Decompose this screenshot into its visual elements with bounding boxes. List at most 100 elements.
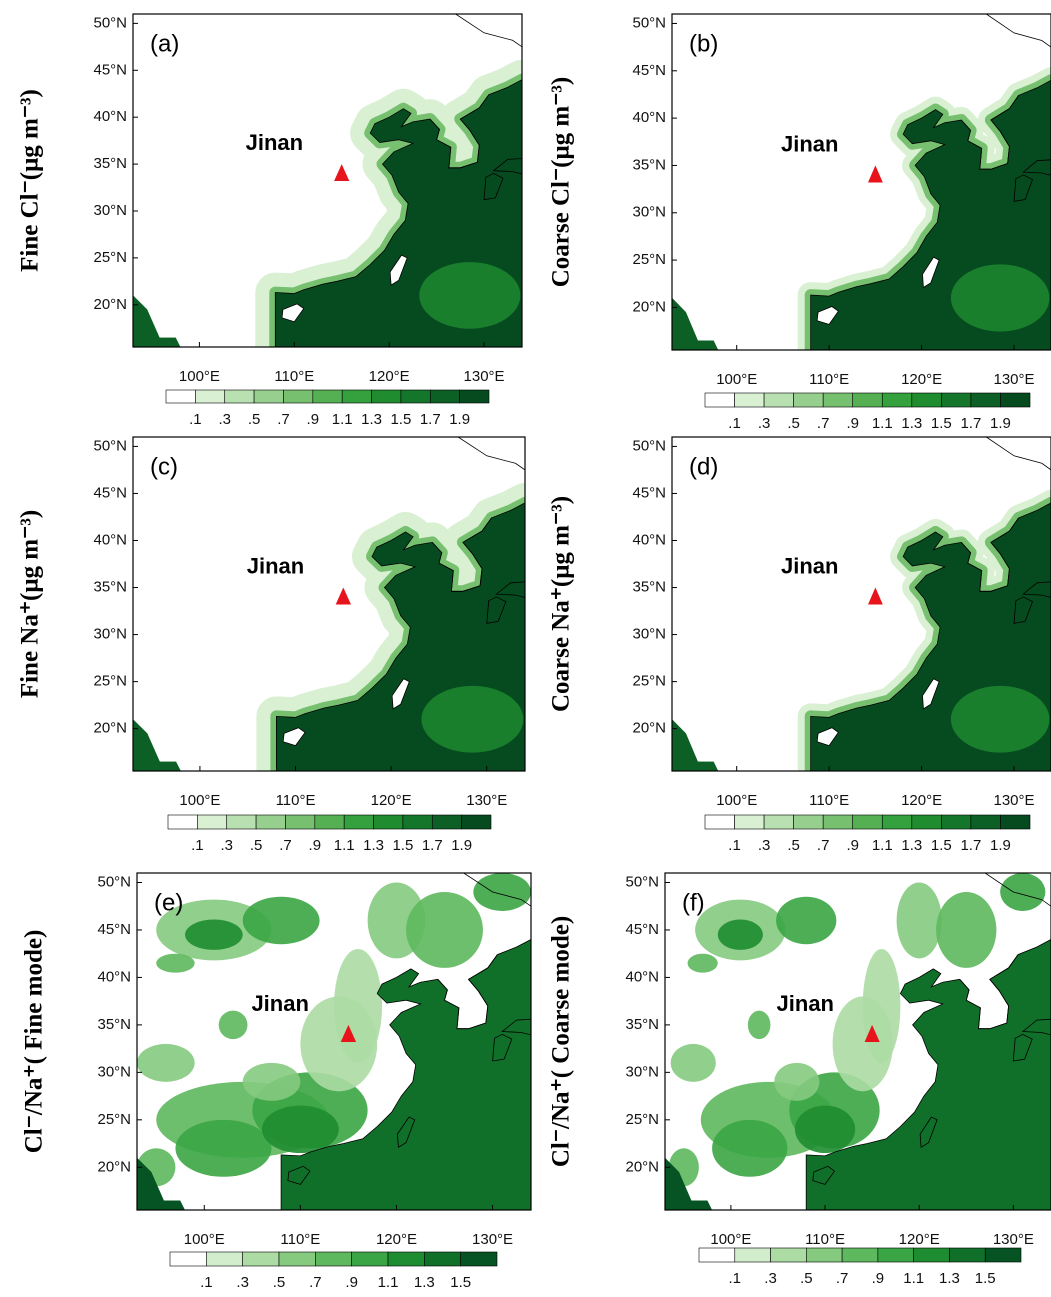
y-tick-label: 30°N [93, 202, 127, 219]
colorbar-bin [734, 1247, 771, 1263]
y-axis-title: Fine Na⁺(μg m⁻³) [17, 510, 44, 698]
land-strip [133, 295, 181, 347]
x-tick-label: 110°E [274, 368, 314, 385]
colorbar-label: 1.7 [422, 837, 443, 854]
colorbar-label: 1.5 [450, 1274, 471, 1291]
colorbar-label: 1.3 [901, 415, 922, 432]
colorbar-label: .3 [236, 1274, 249, 1291]
colorbar-bin [913, 1247, 950, 1263]
island [922, 256, 940, 289]
x-tick-label: 130°E [994, 792, 1035, 809]
colorbar-label: .7 [277, 411, 290, 428]
map-frame [671, 436, 1051, 772]
colorbar-label: 1.1 [332, 411, 353, 428]
colorbar-bin [698, 1247, 736, 1263]
site-marker [868, 587, 883, 605]
panel-label: (d) [689, 453, 718, 480]
colorbar-label: 1.7 [960, 415, 981, 432]
colorbar-bin [941, 392, 972, 408]
island [486, 596, 507, 624]
map-panel: (f) Jinan 20°N 25°N 30°N 35°N 40°N 45°N 50°N 100°… [548, 872, 1051, 1287]
colorbar-bin [459, 389, 490, 404]
colorbar-bin [881, 392, 913, 408]
map-panel: (e) Jinan 20°N 25°N 30°N 35°N 40°N 45°N 50°N 100°… [21, 872, 532, 1291]
colorbar-bin [970, 392, 1001, 408]
x-tick-label: 120°E [371, 792, 412, 809]
island [492, 1033, 513, 1062]
island [816, 727, 839, 747]
field-patch [242, 896, 320, 945]
island [1013, 174, 1033, 202]
annotation: Jinan [251, 991, 308, 1016]
colorbar-bin [770, 1247, 807, 1263]
colorbar-bin [704, 392, 735, 408]
colorbar-label: 1.1 [378, 1274, 399, 1291]
colorbar-bin [343, 814, 374, 830]
y-tick-label: 45°N [632, 62, 666, 79]
colorbar-bin [255, 814, 286, 830]
x-tick-label: 100°E [716, 371, 757, 388]
colorbar-label: .9 [846, 415, 859, 432]
x-tick-label: 120°E [901, 792, 942, 809]
map-field [665, 873, 1051, 1210]
y-tick-label: 35°N [625, 1016, 659, 1033]
colorbar-bin [970, 814, 1001, 830]
field-patch [687, 953, 718, 973]
colorbar-bin [402, 814, 433, 830]
colorbar-bin [734, 392, 765, 408]
colorbar-bin [734, 814, 765, 830]
y-tick-label: 25°N [632, 251, 666, 268]
field-patch [774, 1062, 820, 1101]
field-patch [936, 891, 997, 968]
x-tick-label: 100°E [179, 368, 220, 385]
field-patch [670, 1043, 716, 1082]
colorbar-bin [373, 814, 404, 830]
y-tick-label: 50°N [632, 437, 666, 454]
island [501, 1018, 531, 1036]
map-panel: (d) Jinan 20°N 25°N 30°N 35°N 40°N 45°N 50°N 100°… [548, 436, 1051, 854]
island [922, 678, 940, 710]
field-patch [137, 1043, 195, 1082]
y-tick-label: 20°N [632, 720, 666, 737]
colorbar-label: 1.9 [990, 837, 1011, 854]
y-tick-label: 50°N [97, 873, 131, 890]
colorbar-label: 1.3 [939, 1270, 960, 1287]
field-patch [218, 1010, 248, 1040]
colorbar-bin [195, 389, 226, 404]
ocean-low [950, 264, 1050, 332]
colorbar-bin [431, 814, 462, 830]
colorbar-label: .3 [758, 837, 771, 854]
colorbar-label: .1 [191, 837, 204, 854]
y-tick-label: 30°N [632, 204, 666, 221]
y-tick-label: 25°N [625, 1111, 659, 1128]
y-tick-label: 20°N [93, 296, 127, 313]
field-patch [712, 1119, 788, 1177]
field-patch [156, 953, 195, 973]
colorbar-bin [224, 389, 255, 404]
island [1022, 159, 1051, 176]
panel-label: (e) [154, 889, 183, 916]
panel-label: (b) [689, 30, 718, 57]
colorbar-bin [387, 1251, 425, 1267]
map-field [137, 873, 531, 1210]
x-tick-label: 130°E [993, 1231, 1034, 1248]
colorbar-label: .9 [309, 837, 322, 854]
y-axis-title: Cl⁻/Na⁺( Fine mode) [21, 930, 48, 1154]
colorbar-label: .7 [836, 1270, 849, 1287]
island [495, 581, 525, 598]
field-patch [242, 1062, 301, 1101]
map-panel: (b) Jinan 20°N 25°N 30°N 35°N 40°N 45°N 50°N 100°… [548, 13, 1051, 432]
field-patch [717, 919, 763, 950]
y-tick-label: 35°N [632, 156, 666, 173]
x-tick-label: 120°E [376, 1231, 417, 1248]
colorbar-bin [253, 389, 284, 404]
map-field [133, 14, 522, 347]
x-tick-label: 130°E [466, 792, 507, 809]
y-tick-label: 35°N [93, 579, 127, 596]
x-tick-label: 130°E [472, 1231, 513, 1248]
colorbar-bin [424, 1251, 461, 1267]
colorbar-bin [984, 1247, 1022, 1263]
colorbar-bin [949, 1247, 986, 1263]
colorbar-label: .7 [279, 837, 292, 854]
island [281, 303, 305, 323]
